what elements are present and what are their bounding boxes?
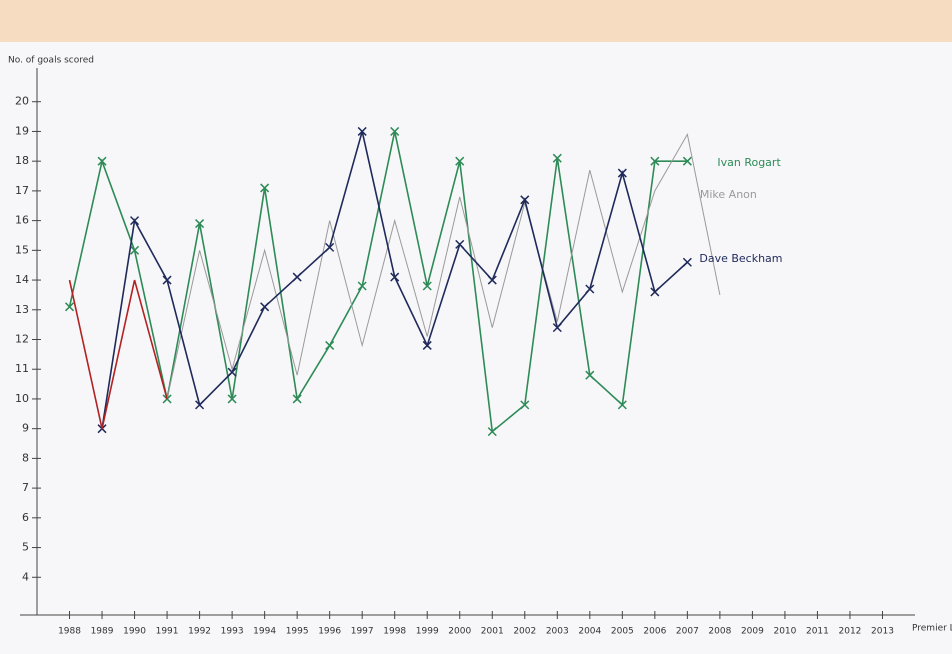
x-tick-label: 1989: [91, 627, 114, 637]
y-tick-label: 17: [15, 184, 29, 197]
x-tick-label: 2004: [578, 627, 601, 637]
series-label: Dave Beckham: [699, 252, 782, 265]
y-tick-label: 19: [15, 124, 29, 137]
x-axis-label: Premier League Year: [912, 624, 952, 634]
x-tick-label: 1990: [123, 627, 146, 637]
y-tick-label: 16: [15, 214, 29, 227]
y-tick-label: 6: [22, 511, 29, 524]
x-tick-label: 1997: [351, 627, 374, 637]
x-tick-label: 2000: [448, 627, 471, 637]
x-tick-label: 2008: [708, 627, 731, 637]
x-tick-label: 1992: [188, 627, 211, 637]
y-tick-label: 5: [22, 541, 29, 554]
x-tick-label: 2002: [513, 627, 536, 637]
x-tick-label: 1993: [221, 627, 244, 637]
x-tick-label: 2005: [611, 627, 634, 637]
x-tick-label: 2010: [773, 627, 796, 637]
y-tick-label: 8: [22, 451, 29, 464]
x-tick-label: 2011: [806, 627, 829, 637]
y-tick-label: 4: [22, 570, 29, 583]
x-tick-label: 1999: [416, 627, 439, 637]
x-tick-label: 1995: [286, 627, 309, 637]
y-axis-label: No. of goals scored: [8, 56, 94, 66]
y-tick-label: 12: [15, 333, 29, 346]
x-tick-label: 2003: [546, 627, 569, 637]
x-tick-label: 2013: [871, 627, 894, 637]
x-tick-label: 1991: [156, 627, 179, 637]
x-tick-label: 1994: [253, 627, 276, 637]
y-tick-label: 13: [15, 303, 29, 316]
x-tick-label: 2006: [643, 627, 666, 637]
x-tick-label: 1988: [58, 627, 81, 637]
x-tick-label: 2001: [481, 627, 504, 637]
y-tick-label: 14: [15, 273, 29, 286]
y-tick-label: 20: [15, 95, 29, 108]
y-tick-label: 18: [15, 154, 29, 167]
x-tick-label: 1998: [383, 627, 406, 637]
series-label: Ivan Rogart: [717, 156, 781, 169]
y-tick-label: 15: [15, 243, 29, 256]
series-label: Mike Anon: [700, 188, 757, 201]
x-tick-label: 2009: [741, 627, 764, 637]
paper: [0, 42, 952, 654]
top-band: [0, 0, 952, 42]
page: {"chart_data": {"type": "line", "y_label…: [0, 0, 952, 654]
y-tick-label: 9: [22, 422, 29, 435]
x-tick-label: 2012: [839, 627, 862, 637]
x-tick-label: 1996: [318, 627, 341, 637]
y-tick-label: 10: [15, 392, 29, 405]
x-tick-label: 2007: [676, 627, 699, 637]
y-tick-label: 11: [15, 362, 29, 375]
y-tick-label: 7: [22, 481, 29, 494]
chart: No. of goals scored Premier League Year …: [0, 0, 952, 654]
